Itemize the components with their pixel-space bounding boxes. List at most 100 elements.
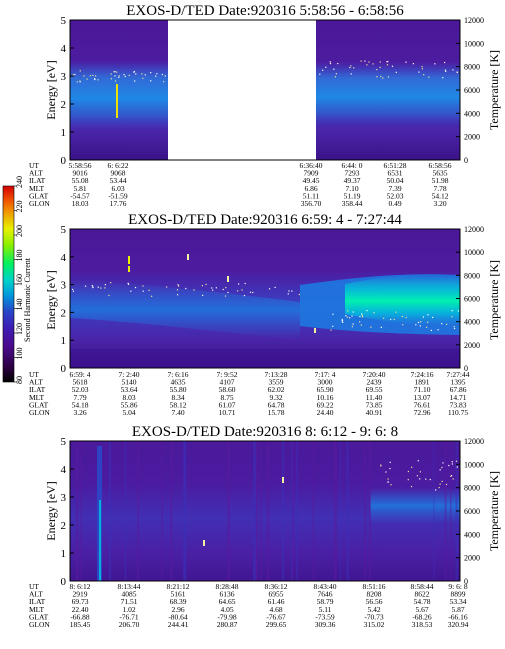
speckle <box>241 289 243 291</box>
speckle <box>127 282 129 284</box>
speckle <box>288 290 290 292</box>
table-cell: 7:24:16 <box>411 370 434 379</box>
speckle <box>114 71 116 73</box>
table-cell: 2919 <box>73 590 88 599</box>
speckle <box>380 326 382 329</box>
speckle <box>387 60 389 63</box>
table-cell: 3000 <box>318 378 333 387</box>
speckle <box>448 464 450 467</box>
table-cell: 6136 <box>220 590 235 599</box>
speckle <box>211 287 213 289</box>
table-cell: 62.02 <box>268 385 285 394</box>
stripe <box>183 441 186 581</box>
speckle <box>442 77 444 79</box>
table-cell: 73.83 <box>450 400 467 409</box>
speckle <box>166 286 168 288</box>
table-cell: 7:20:40 <box>363 370 386 379</box>
table-cell: 55.08 <box>72 176 89 185</box>
speckle <box>386 61 388 63</box>
table-row-label: MLT <box>29 605 45 614</box>
speckle <box>342 321 344 323</box>
speckle <box>76 81 78 83</box>
table-cell: 7293 <box>345 169 360 178</box>
speckle <box>457 310 460 312</box>
speckle <box>445 70 447 72</box>
table-cell: 54.12 <box>432 191 449 200</box>
speckle <box>385 471 387 473</box>
table-cell: 358.44 <box>342 199 363 208</box>
y2tick-label: 12000 <box>464 16 484 25</box>
table-cell: 8: 6:12 <box>69 582 90 591</box>
y2tick-label: 12000 <box>464 225 484 234</box>
speckle <box>114 75 116 77</box>
speckle <box>419 478 421 480</box>
table-cell: 69.55 <box>366 385 383 394</box>
speckle <box>360 324 362 326</box>
panel-2-y2ticks: 12000 10000 8000 6000 4000 2000 0 <box>456 225 484 373</box>
speckle <box>445 483 448 486</box>
speckle <box>325 66 327 68</box>
speckle <box>389 467 391 470</box>
speckle <box>439 469 441 471</box>
table-cell: 5:58:56 <box>69 161 92 170</box>
table-cell: 9016 <box>73 169 88 178</box>
stripe <box>170 441 173 581</box>
stripe <box>108 441 112 581</box>
speckle <box>441 466 443 469</box>
speckle <box>455 460 458 462</box>
speckle <box>274 286 276 289</box>
table-cell: 5.04 <box>122 408 135 417</box>
speckle <box>215 287 217 289</box>
speckle <box>108 294 110 297</box>
speckle <box>412 63 414 65</box>
table-cell: 15.78 <box>268 408 285 417</box>
speckle <box>351 315 353 317</box>
table-cell: 61.46 <box>268 597 285 606</box>
speckle <box>249 291 252 293</box>
speckle <box>451 310 453 312</box>
panel-2-dots <box>72 282 301 297</box>
speckle <box>441 480 443 483</box>
panel-2-burst-a <box>128 256 130 264</box>
speckle <box>116 71 118 73</box>
stripe <box>364 441 367 581</box>
table-cell: 8622 <box>415 590 430 599</box>
speckle <box>100 287 102 289</box>
speckle <box>163 81 165 83</box>
table-cell: 7: 9:52 <box>216 370 237 379</box>
table-cell: 54.18 <box>72 400 89 409</box>
speckle <box>452 69 454 71</box>
table-cell: 8:58:44 <box>411 582 434 591</box>
colorbar-ticks: 240 220 200 180 160 140 120 100 80 <box>14 176 24 384</box>
table-cell: 8208 <box>367 590 382 599</box>
speckle <box>104 284 106 286</box>
colorbar-tick-label: 160 <box>15 274 24 286</box>
table-cell: 299.65 <box>266 620 287 629</box>
table-row-label: UT <box>29 161 39 170</box>
stripe <box>312 441 315 581</box>
speckle <box>401 315 404 318</box>
table-cell: 8:43:40 <box>314 582 337 591</box>
speckle <box>185 287 187 290</box>
speckle <box>268 288 271 290</box>
ytick-label: 0 <box>61 576 67 588</box>
y2tick-label: 6000 <box>464 507 480 516</box>
panel-2-yticks: 5 4 3 2 1 0 <box>61 224 74 375</box>
table-cell: 4085 <box>122 590 137 599</box>
table-cell: 3559 <box>269 378 284 387</box>
speckle <box>74 73 76 76</box>
table-cell: 8.03 <box>122 393 135 402</box>
y2tick-label: 0 <box>464 156 468 165</box>
speckle <box>352 323 354 325</box>
table-cell: 55.86 <box>121 400 138 409</box>
speckle <box>438 487 440 489</box>
speckle <box>350 73 352 75</box>
ytick-label: 5 <box>61 15 67 27</box>
table-cell: -66.16 <box>448 612 468 621</box>
stripe <box>290 441 293 581</box>
y2tick-label: 4000 <box>464 109 480 118</box>
table-cell: 68.39 <box>170 597 187 606</box>
y2tick-label: 8000 <box>464 484 480 493</box>
panel-2-spectrogram <box>70 229 460 368</box>
